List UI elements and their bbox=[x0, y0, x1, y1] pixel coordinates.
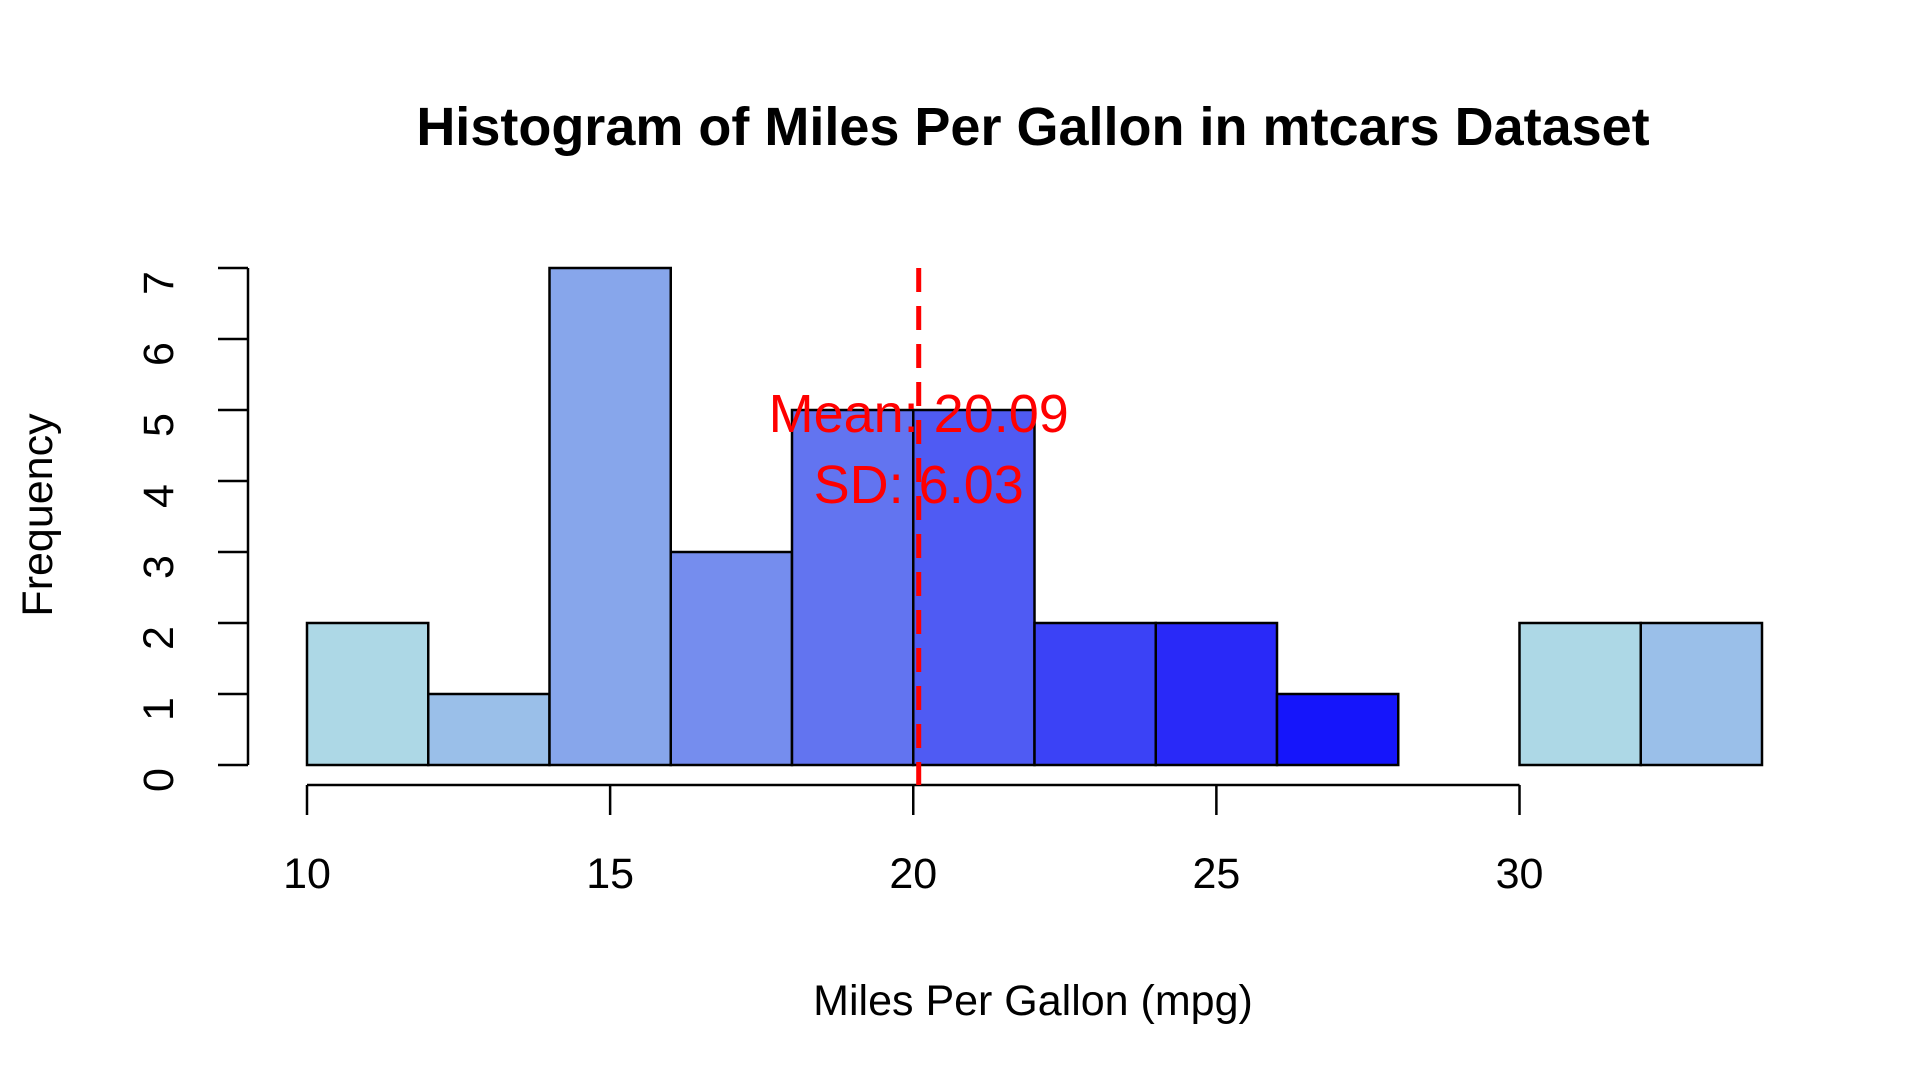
histogram-bars bbox=[305, 266, 1764, 767]
x-tick-label-25: 25 bbox=[1192, 850, 1240, 898]
y-axis-label: Frequency bbox=[14, 413, 62, 617]
histogram-bar-4 bbox=[790, 408, 915, 767]
histogram-bar-10 bbox=[1518, 621, 1642, 767]
x-axis-label: Miles Per Gallon (mpg) bbox=[813, 977, 1253, 1025]
histogram-bar-8 bbox=[1275, 692, 1400, 767]
y-tick-label-1: 1 bbox=[135, 697, 183, 721]
y-axis: 0 1 2 3 4 5 6 7 bbox=[135, 266, 250, 792]
y-tick-label-7: 7 bbox=[135, 271, 183, 295]
y-tick-label-2: 2 bbox=[135, 626, 183, 650]
histogram-bar-2 bbox=[548, 266, 672, 767]
x-tick-label-30: 30 bbox=[1496, 850, 1544, 898]
y-tick-label-6: 6 bbox=[135, 342, 183, 366]
y-tick-label-0: 0 bbox=[135, 768, 183, 792]
x-tick-label-15: 15 bbox=[586, 850, 634, 898]
y-tick-label-5: 5 bbox=[135, 413, 183, 437]
x-tick-label-10: 10 bbox=[283, 850, 331, 898]
histogram-bar-0 bbox=[305, 621, 430, 767]
y-tick-label-4: 4 bbox=[135, 484, 183, 508]
histogram-bar-7 bbox=[1154, 621, 1279, 767]
sd-annotation: SD: 6.03 bbox=[814, 455, 1024, 515]
chart-title: Histogram of Miles Per Gallon in mtcars … bbox=[416, 97, 1649, 157]
histogram-bar-1 bbox=[427, 692, 551, 767]
histogram-bar-3 bbox=[669, 550, 794, 767]
x-tick-label-20: 20 bbox=[889, 850, 937, 898]
y-tick-label-3: 3 bbox=[135, 555, 183, 579]
x-axis: 10 15 20 25 30 bbox=[283, 783, 1544, 898]
mean-line-layer: Mean: 20.09 SD: 6.03 bbox=[769, 268, 1069, 785]
histogram-bar-6 bbox=[1033, 621, 1157, 767]
histogram-bar-5 bbox=[912, 408, 1036, 767]
histogram-bar-11 bbox=[1639, 621, 1764, 767]
mean-annotation: Mean: 20.09 bbox=[769, 384, 1069, 444]
